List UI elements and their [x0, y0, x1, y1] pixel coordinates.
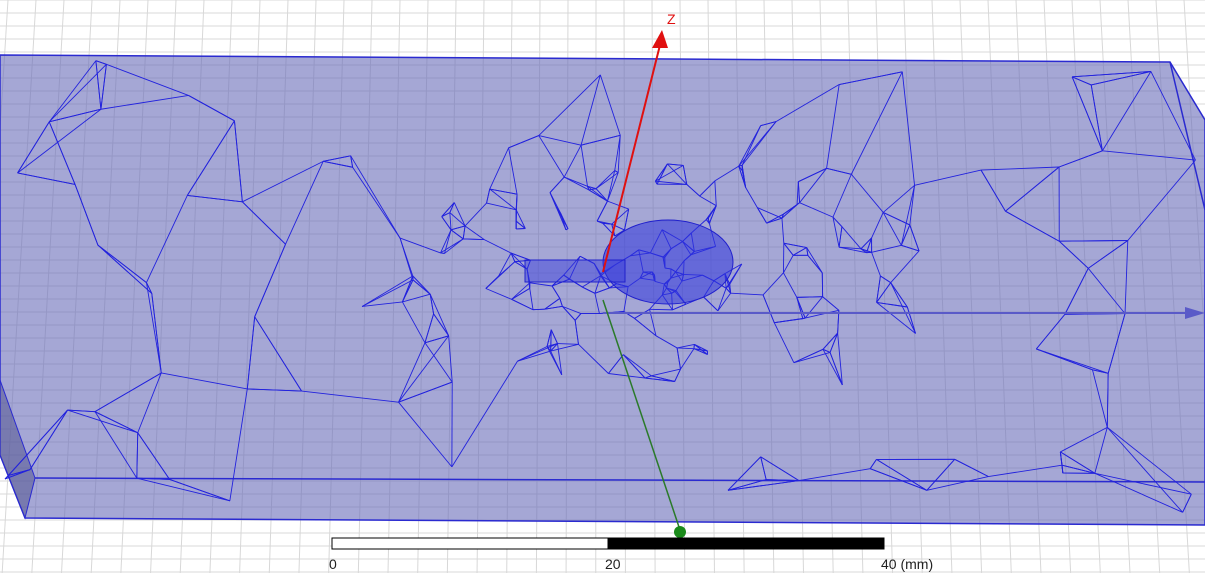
viewport: Z 0 20 40 (mm)	[0, 0, 1205, 573]
scale-label: 0	[329, 556, 337, 572]
y-arrow	[674, 526, 686, 538]
mesh-edge	[533, 309, 545, 310]
substrate	[0, 55, 1205, 525]
scale-segment	[608, 538, 884, 549]
mesh-edge	[650, 309, 673, 310]
mesh-edge	[441, 253, 445, 254]
scale-segment	[332, 538, 608, 549]
scene: Z 0 20 40 (mm)	[0, 0, 1205, 573]
scale-bar: 0 20 40 (mm)	[329, 538, 933, 572]
scale-label: 40 (mm)	[881, 556, 933, 572]
z-label: Z	[667, 11, 676, 27]
mesh-edge	[551, 330, 552, 351]
scale-label: 20	[605, 556, 621, 572]
feed	[525, 260, 625, 282]
